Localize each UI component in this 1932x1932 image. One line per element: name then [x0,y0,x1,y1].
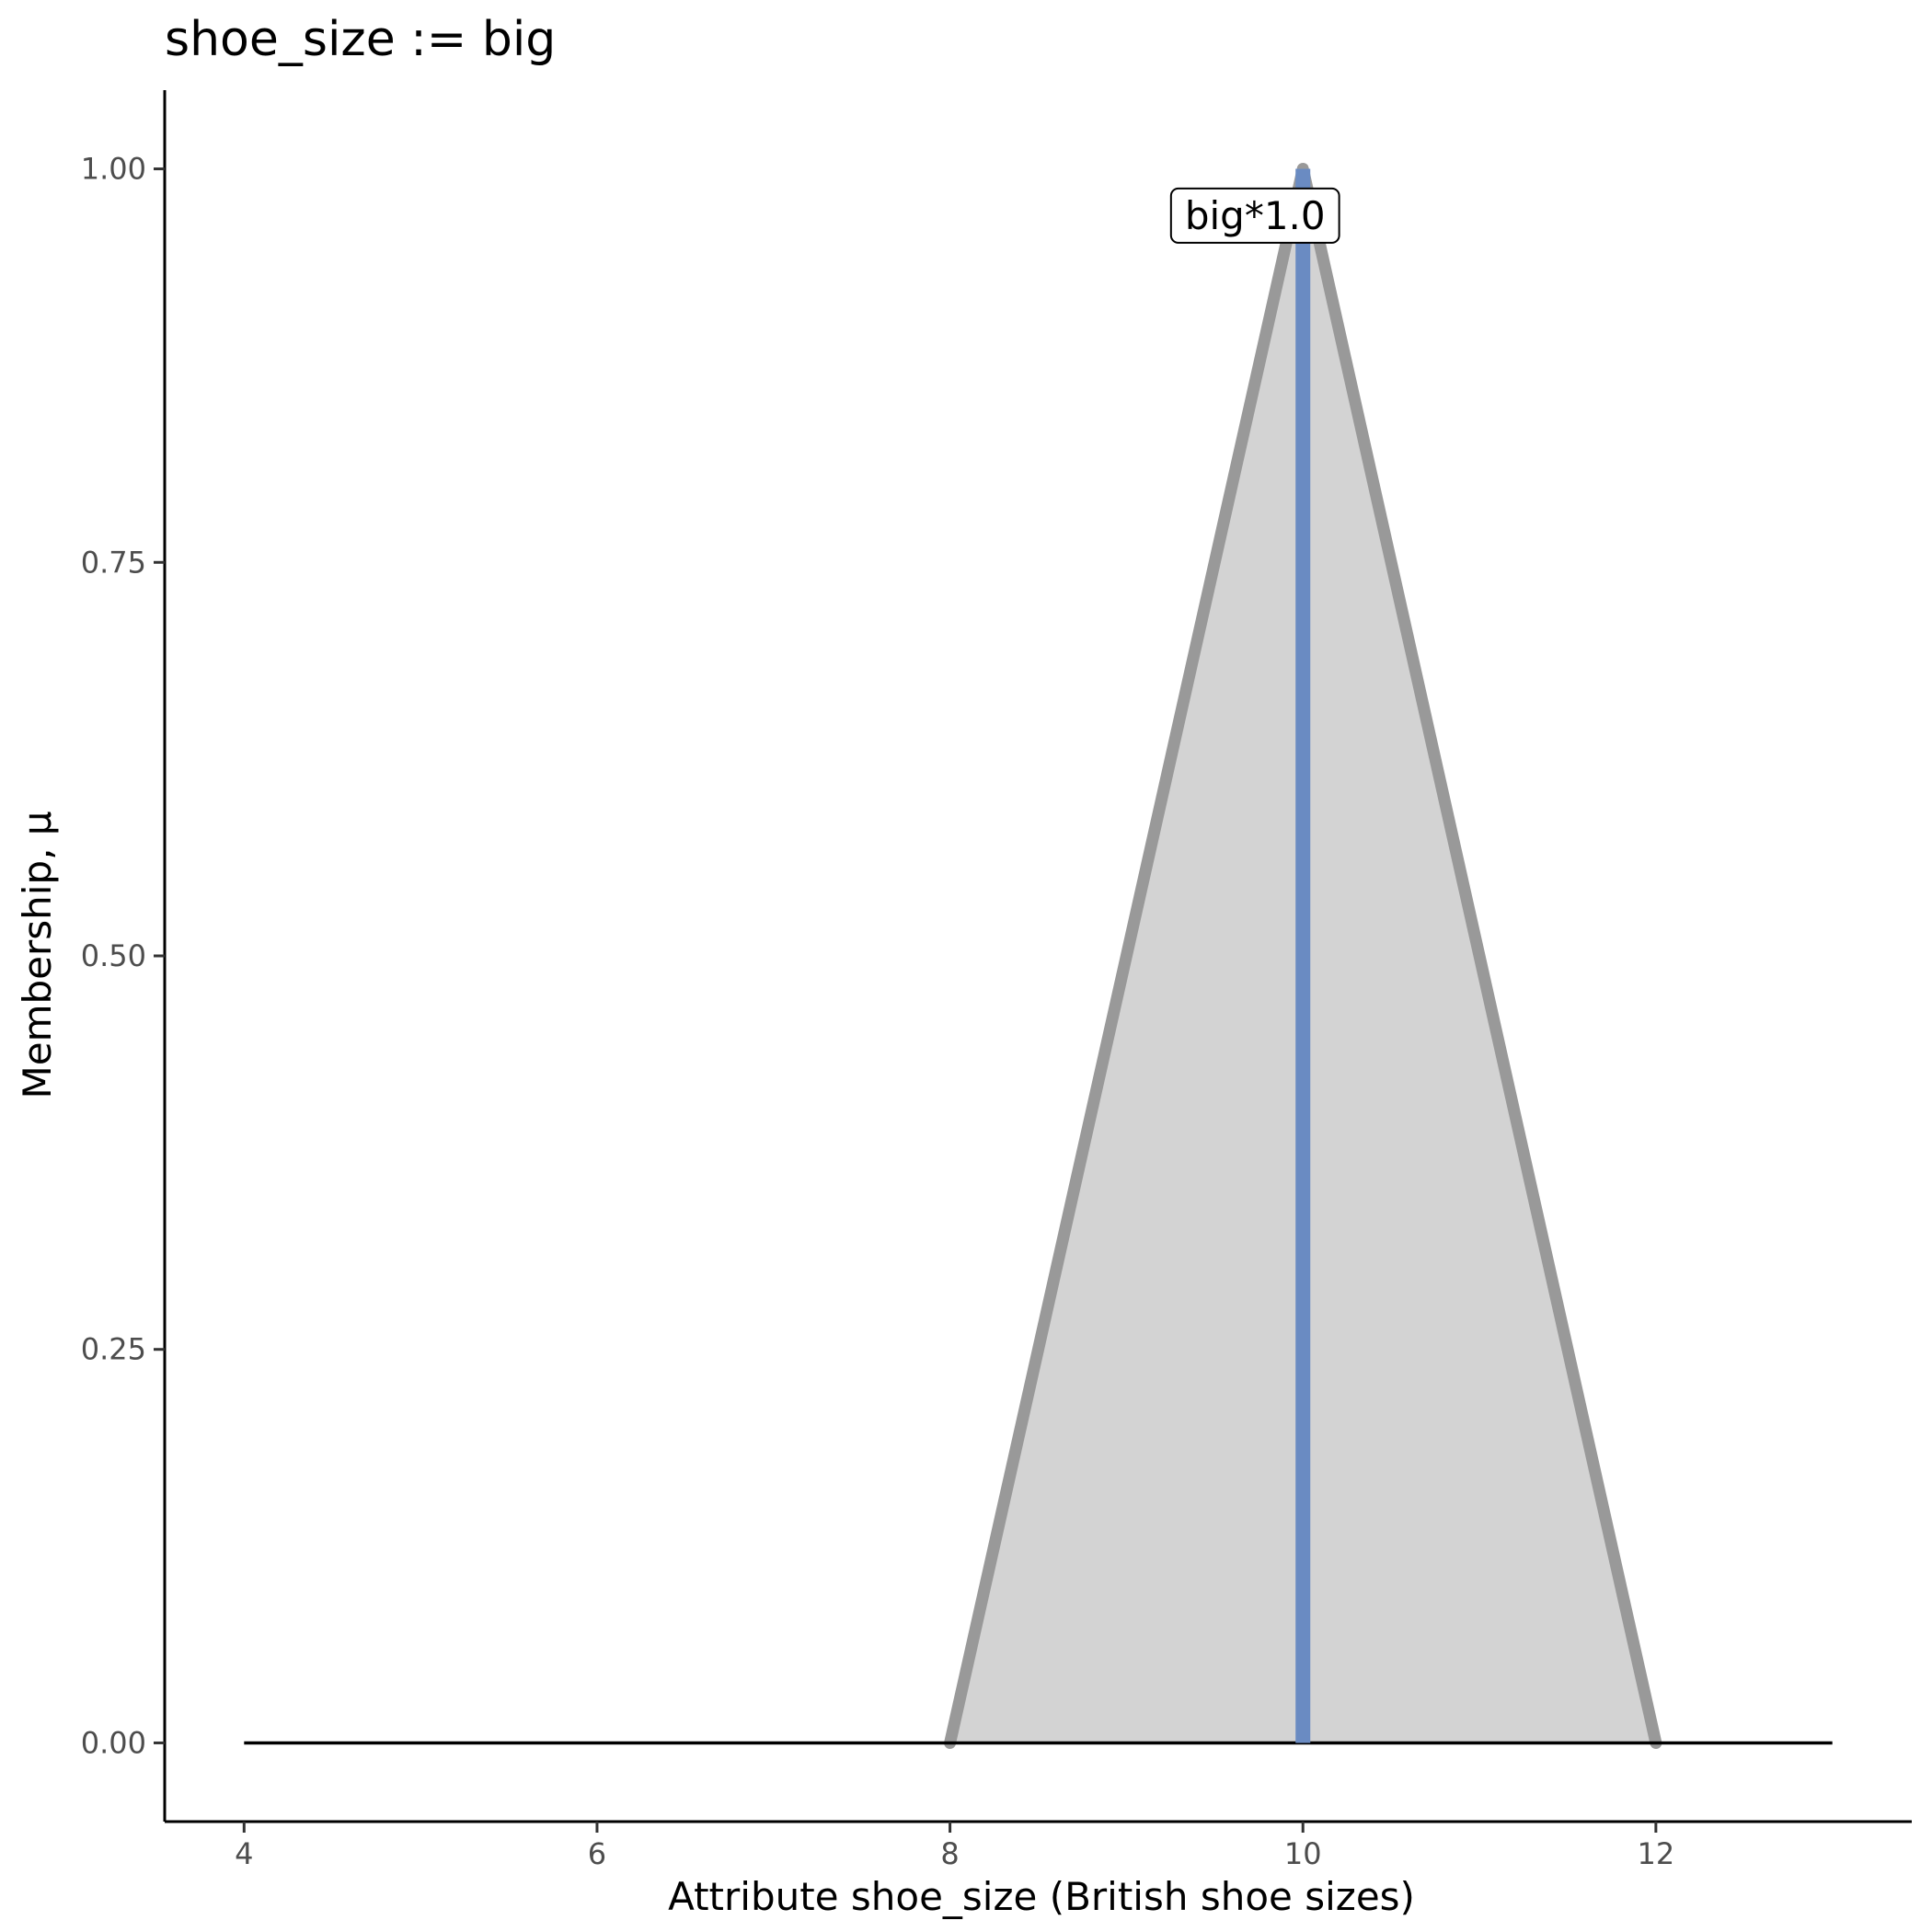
annotation-label: big*1.0 [1169,187,1340,244]
y-tick-label: 0.50 [81,938,146,973]
axes: 4 6 8 10 12 0.00 0.25 0.50 0.75 1.00 [81,90,1912,1871]
y-axis-title: Membership, μ [15,811,60,1098]
plot-area: big*1.0 [244,163,1833,1749]
x-tick-label: 8 [940,1836,959,1871]
y-tick-label: 0.00 [81,1725,146,1760]
chart-title: shoe_size := big [165,12,556,67]
annotation-box [1169,187,1340,244]
x-tick-label: 12 [1638,1836,1675,1871]
x-tick-label: 4 [235,1836,253,1871]
annotation-text: big*1.0 [1185,193,1326,238]
x-tick-label: 6 [588,1836,606,1871]
y-tick-label: 0.75 [81,545,146,580]
x-tick-label: 10 [1284,1836,1322,1871]
membership-line [944,163,1662,1749]
y-tick-label: 0.25 [81,1332,146,1367]
x-axis-title: Attribute shoe_size (British shoe sizes) [668,1874,1415,1919]
y-tick-label: 1.00 [81,152,146,187]
